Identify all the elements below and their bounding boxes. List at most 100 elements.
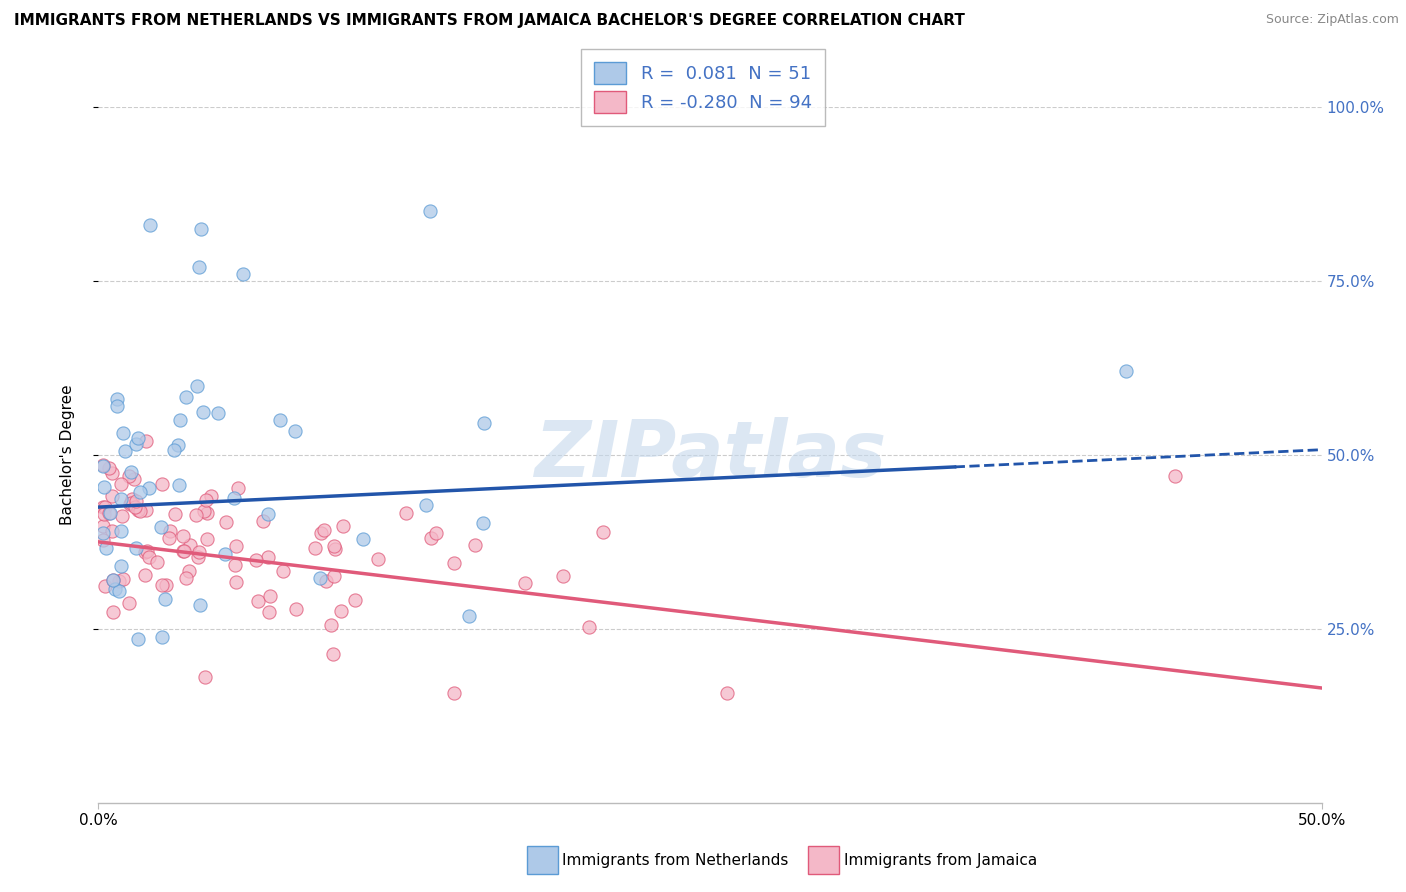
Point	[458, 609, 481, 624]
Point	[329, 604, 352, 618]
Point	[343, 593, 366, 607]
Point	[285, 601, 308, 615]
Point	[100, 489, 122, 503]
Point	[108, 574, 131, 589]
Point	[124, 500, 146, 515]
Text: ZIPatlas: ZIPatlas	[534, 417, 886, 493]
Point	[138, 481, 160, 495]
Point	[513, 576, 536, 591]
Point	[190, 222, 212, 236]
Point	[93, 507, 115, 521]
Point	[225, 574, 247, 589]
Legend: R =  0.081  N = 51, R = -0.280  N = 94: R = 0.081 N = 51, R = -0.280 N = 94	[581, 49, 825, 126]
Point	[124, 473, 146, 487]
Point	[101, 466, 124, 480]
Point	[174, 390, 197, 404]
Point	[125, 541, 148, 555]
Point	[269, 413, 291, 427]
Point	[471, 516, 494, 531]
Point	[118, 469, 141, 483]
Point	[105, 399, 128, 413]
Point	[127, 431, 149, 445]
Point	[173, 543, 195, 558]
Point	[135, 503, 157, 517]
Point	[224, 558, 246, 573]
Point	[111, 508, 134, 523]
Point	[146, 555, 169, 569]
Point	[425, 525, 447, 540]
Point	[315, 574, 337, 588]
Point	[472, 416, 495, 430]
Point	[304, 541, 326, 555]
Point	[194, 492, 217, 507]
Point	[114, 443, 136, 458]
Point	[101, 574, 124, 588]
Point	[314, 524, 336, 538]
Point	[246, 593, 269, 607]
Point	[186, 378, 208, 392]
Point	[110, 477, 132, 491]
Point	[415, 498, 437, 512]
Point	[194, 670, 217, 684]
Point	[120, 496, 142, 510]
Point	[187, 545, 209, 559]
Point	[128, 484, 150, 499]
Point	[195, 507, 218, 521]
Point	[98, 506, 121, 520]
Point	[110, 559, 132, 574]
Point	[118, 596, 141, 610]
Point	[91, 459, 114, 474]
Point	[159, 524, 181, 538]
Point	[184, 508, 207, 523]
Point	[323, 568, 346, 582]
Point	[134, 545, 156, 559]
Point	[150, 577, 173, 591]
Point	[1164, 468, 1187, 483]
Point	[177, 565, 200, 579]
Point	[225, 539, 247, 553]
Point	[271, 564, 294, 578]
Point	[323, 539, 346, 553]
Point	[91, 525, 114, 540]
Point	[592, 524, 614, 539]
Point	[138, 549, 160, 564]
Point	[172, 543, 194, 558]
Point	[188, 598, 211, 612]
Point	[395, 506, 418, 520]
Point	[128, 504, 150, 518]
Point	[98, 506, 121, 520]
Point	[193, 503, 215, 517]
Point	[200, 489, 222, 503]
Point	[1115, 364, 1137, 378]
Point	[150, 476, 173, 491]
Point	[259, 590, 281, 604]
Point	[94, 500, 117, 514]
Point	[94, 579, 117, 593]
Point	[222, 491, 245, 505]
Point	[112, 572, 135, 586]
Point	[167, 438, 190, 452]
Point	[309, 525, 332, 540]
Point	[94, 541, 117, 555]
Point	[139, 219, 162, 233]
Point	[127, 503, 149, 517]
Point	[101, 524, 124, 538]
Point	[308, 571, 330, 585]
Point	[163, 507, 186, 521]
Point	[367, 552, 389, 566]
Point	[174, 571, 197, 585]
Point	[226, 481, 249, 495]
Point	[157, 531, 180, 545]
Text: Immigrants from Jamaica: Immigrants from Jamaica	[844, 854, 1036, 868]
Point	[110, 492, 132, 507]
Point	[551, 569, 574, 583]
Point	[150, 630, 173, 644]
Point	[256, 507, 278, 521]
Point	[98, 461, 121, 475]
Point	[136, 543, 159, 558]
Y-axis label: Bachelor's Degree: Bachelor's Degree	[60, 384, 75, 525]
Point	[443, 686, 465, 700]
Point	[207, 406, 229, 420]
Text: IMMIGRANTS FROM NETHERLANDS VS IMMIGRANTS FROM JAMAICA BACHELOR'S DEGREE CORRELA: IMMIGRANTS FROM NETHERLANDS VS IMMIGRANT…	[14, 13, 965, 29]
Point	[578, 620, 600, 634]
